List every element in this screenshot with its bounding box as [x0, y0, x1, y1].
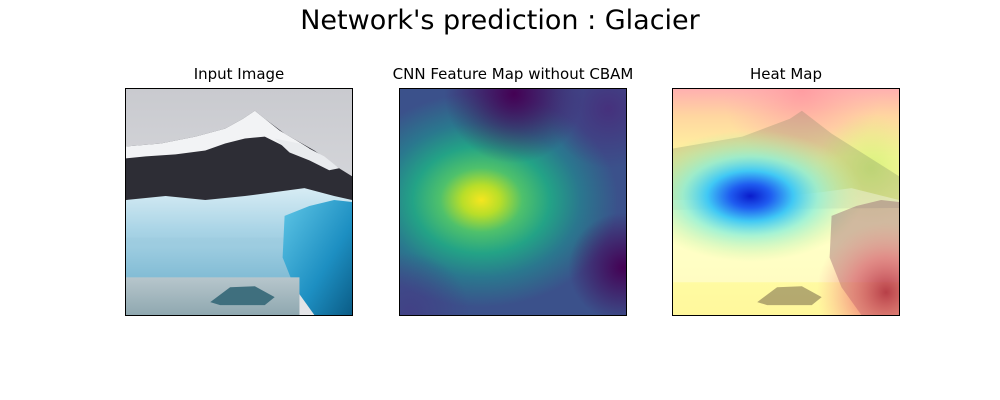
input-image — [125, 88, 353, 316]
feature-map-title: CNN Feature Map without CBAM — [392, 65, 634, 83]
input-image-title: Input Image — [193, 65, 285, 83]
heat-map-panel: Heat Map — [672, 65, 900, 316]
heat-map-title: Heat Map — [749, 65, 822, 83]
heat-map-image — [672, 88, 900, 316]
feature-map-panel: CNN Feature Map without CBAM — [393, 65, 633, 316]
input-image-panel: Input Image — [125, 65, 353, 316]
suptitle: Network's prediction : Glacier — [300, 5, 700, 36]
feature-map-image — [399, 88, 627, 316]
